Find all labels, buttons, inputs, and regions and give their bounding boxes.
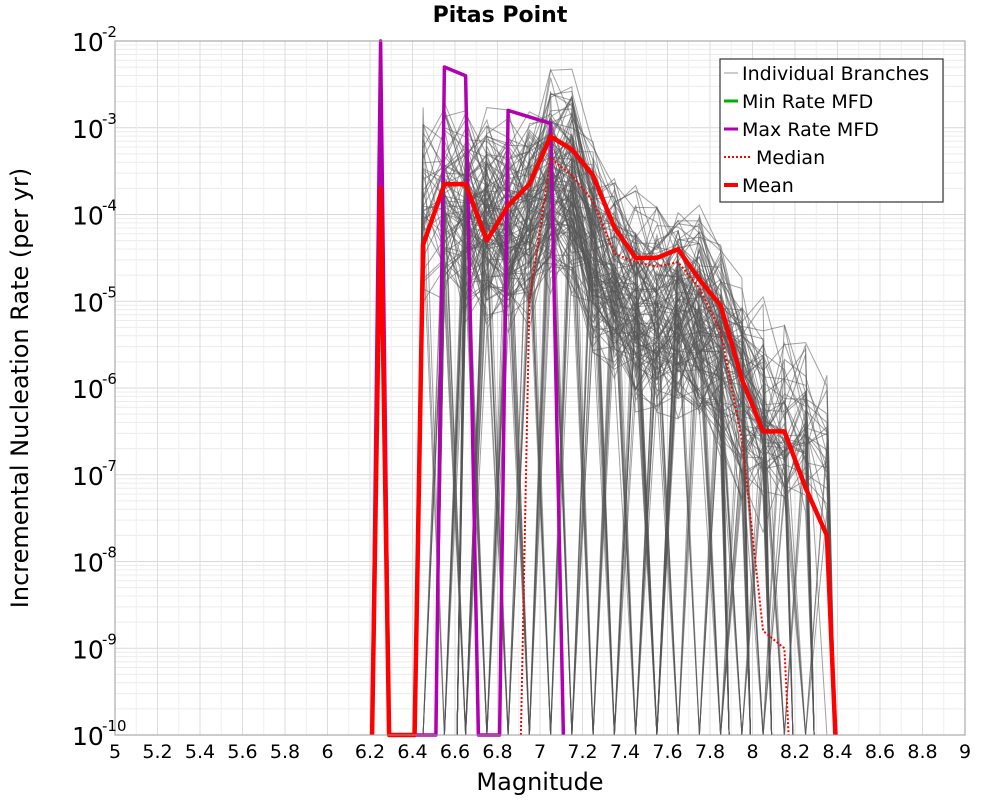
y-tick-exponent: -5 (102, 283, 117, 301)
legend-label-max-rate: Max Rate MFD (742, 119, 879, 141)
y-tick-exponent: -2 (102, 23, 117, 41)
x-tick-label: 6.4 (397, 741, 427, 763)
branch-line (456, 216, 730, 736)
y-tick-label: 10-5 (72, 283, 117, 317)
plot-frame (114, 40, 966, 736)
y-tick-base: 10 (72, 635, 104, 664)
x-tick-label: 9 (959, 741, 971, 763)
branch-line (435, 200, 773, 736)
y-tick-base: 10 (72, 28, 104, 57)
x-tick-label: 8.6 (865, 741, 895, 763)
x-tick-label: 7.2 (567, 741, 597, 763)
x-tick-label: 6 (321, 741, 333, 763)
y-tick-base: 10 (72, 462, 104, 491)
x-tick-label: 8.8 (907, 741, 937, 763)
legend-label-min-rate: Min Rate MFD (742, 91, 873, 113)
series-mean (369, 134, 838, 738)
y-tick-exponent: -8 (102, 544, 117, 562)
y-tick-base: 10 (72, 549, 104, 578)
x-tick-label: 5 (109, 741, 121, 763)
x-tick-label: 7.6 (652, 741, 682, 763)
y-tick-label: 10-4 (72, 197, 117, 231)
legend-label-mean: Mean (742, 175, 794, 197)
branch-line (414, 86, 794, 736)
y-tick-label: 10-3 (72, 110, 117, 144)
branch-line (456, 135, 836, 736)
y-tick-label: 10-10 (72, 717, 127, 751)
y-tick-exponent: -7 (102, 457, 117, 475)
chart-title: Pitas Point (433, 3, 568, 28)
legend-box (719, 58, 944, 203)
branch-line (457, 95, 751, 736)
y-tick-exponent: -4 (102, 197, 117, 215)
y-tick-base: 10 (72, 375, 104, 404)
branch-line (414, 90, 751, 736)
x-tick-label: 8.2 (780, 741, 810, 763)
y-tick-exponent: -3 (102, 110, 117, 128)
branch-line (435, 68, 773, 736)
x-tick-label: 8.4 (822, 741, 852, 763)
x-tick-label: 5.4 (185, 741, 215, 763)
branch-line (435, 222, 751, 736)
y-tick-label: 10-6 (72, 370, 117, 404)
y-tick-base: 10 (72, 202, 104, 231)
y-tick-base: 10 (72, 115, 104, 144)
branch-line (456, 136, 773, 736)
x-tick-label: 8 (746, 741, 758, 763)
y-tick-exponent: -9 (102, 630, 117, 648)
x-tick-label: 6.8 (482, 741, 512, 763)
y-tick-exponent: -10 (102, 717, 127, 735)
y-tick-exponent: -6 (102, 370, 117, 388)
x-tick-label: 6.2 (355, 741, 385, 763)
branch-line (414, 166, 751, 736)
series-individual-branches (414, 68, 836, 736)
legend-label-median: Median (756, 147, 825, 169)
series-median (519, 157, 790, 736)
x-axis-label: Magnitude (476, 768, 603, 796)
y-tick-label: 10-7 (72, 457, 117, 491)
branch-line (435, 150, 773, 736)
x-tick-label: 7 (534, 741, 546, 763)
plot-area (369, 39, 838, 738)
branch-line (414, 95, 751, 736)
x-tick-label: 5.8 (270, 741, 300, 763)
x-tick-label: 7.4 (610, 741, 640, 763)
legend: Individual Branches Min Rate MFD Max Rat… (719, 58, 944, 203)
branch-line (435, 208, 836, 736)
y-tick-label: 10-8 (72, 544, 117, 578)
branch-line (457, 250, 773, 736)
x-tick-label: 7.8 (695, 741, 725, 763)
y-tick-label: 10-9 (72, 630, 117, 664)
x-axis-ticks: 5 5.2 5.4 5.6 5.8 6 6.2 6.4 6.6 6.8 7 7.2 7.4 7.6 7.8 8… (109, 741, 971, 763)
branch-line (456, 198, 773, 736)
branch-line (414, 107, 730, 736)
y-tick-base: 10 (72, 722, 104, 751)
x-tick-label: 5.2 (142, 741, 172, 763)
y-axis-label: Incremental Nucleation Rate (per yr) (6, 168, 34, 608)
branch-line (414, 172, 815, 736)
x-tick-label: 5.6 (227, 741, 257, 763)
x-tick-label: 6.6 (440, 741, 470, 763)
legend-label-branches: Individual Branches (742, 63, 929, 85)
y-tick-base: 10 (72, 288, 104, 317)
y-tick-label: 10-2 (72, 23, 117, 57)
